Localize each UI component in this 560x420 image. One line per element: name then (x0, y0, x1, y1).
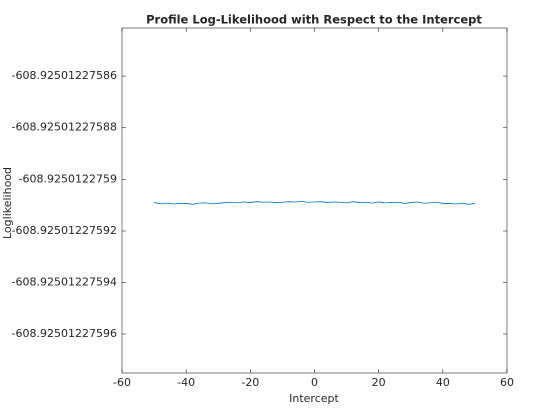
y-tick-label: -608.92501227592 (12, 224, 117, 237)
x-tick-label: 60 (500, 376, 514, 389)
x-tick-label: 20 (372, 376, 386, 389)
y-axis-label: Loglikelihood (1, 167, 14, 239)
x-tick-label: 0 (311, 376, 318, 389)
y-tick-label: -608.92501227586 (12, 69, 117, 82)
y-tick-label: -608.92501227596 (12, 327, 117, 340)
y-tick-label: -608.92501227588 (12, 121, 117, 134)
y-tick-label: -608.9250122759 (19, 172, 117, 185)
x-tick-label: -60 (113, 376, 131, 389)
axes-box (121, 27, 508, 374)
y-tick-label: -608.92501227594 (12, 276, 117, 289)
x-tick-label: -20 (241, 376, 259, 389)
chart-title: Profile Log-Likelihood with Respect to t… (146, 13, 482, 27)
data-line (154, 200, 475, 205)
x-axis-label: Intercept (289, 392, 339, 405)
x-tick-label: 40 (436, 376, 450, 389)
x-tick-label: -40 (177, 376, 195, 389)
